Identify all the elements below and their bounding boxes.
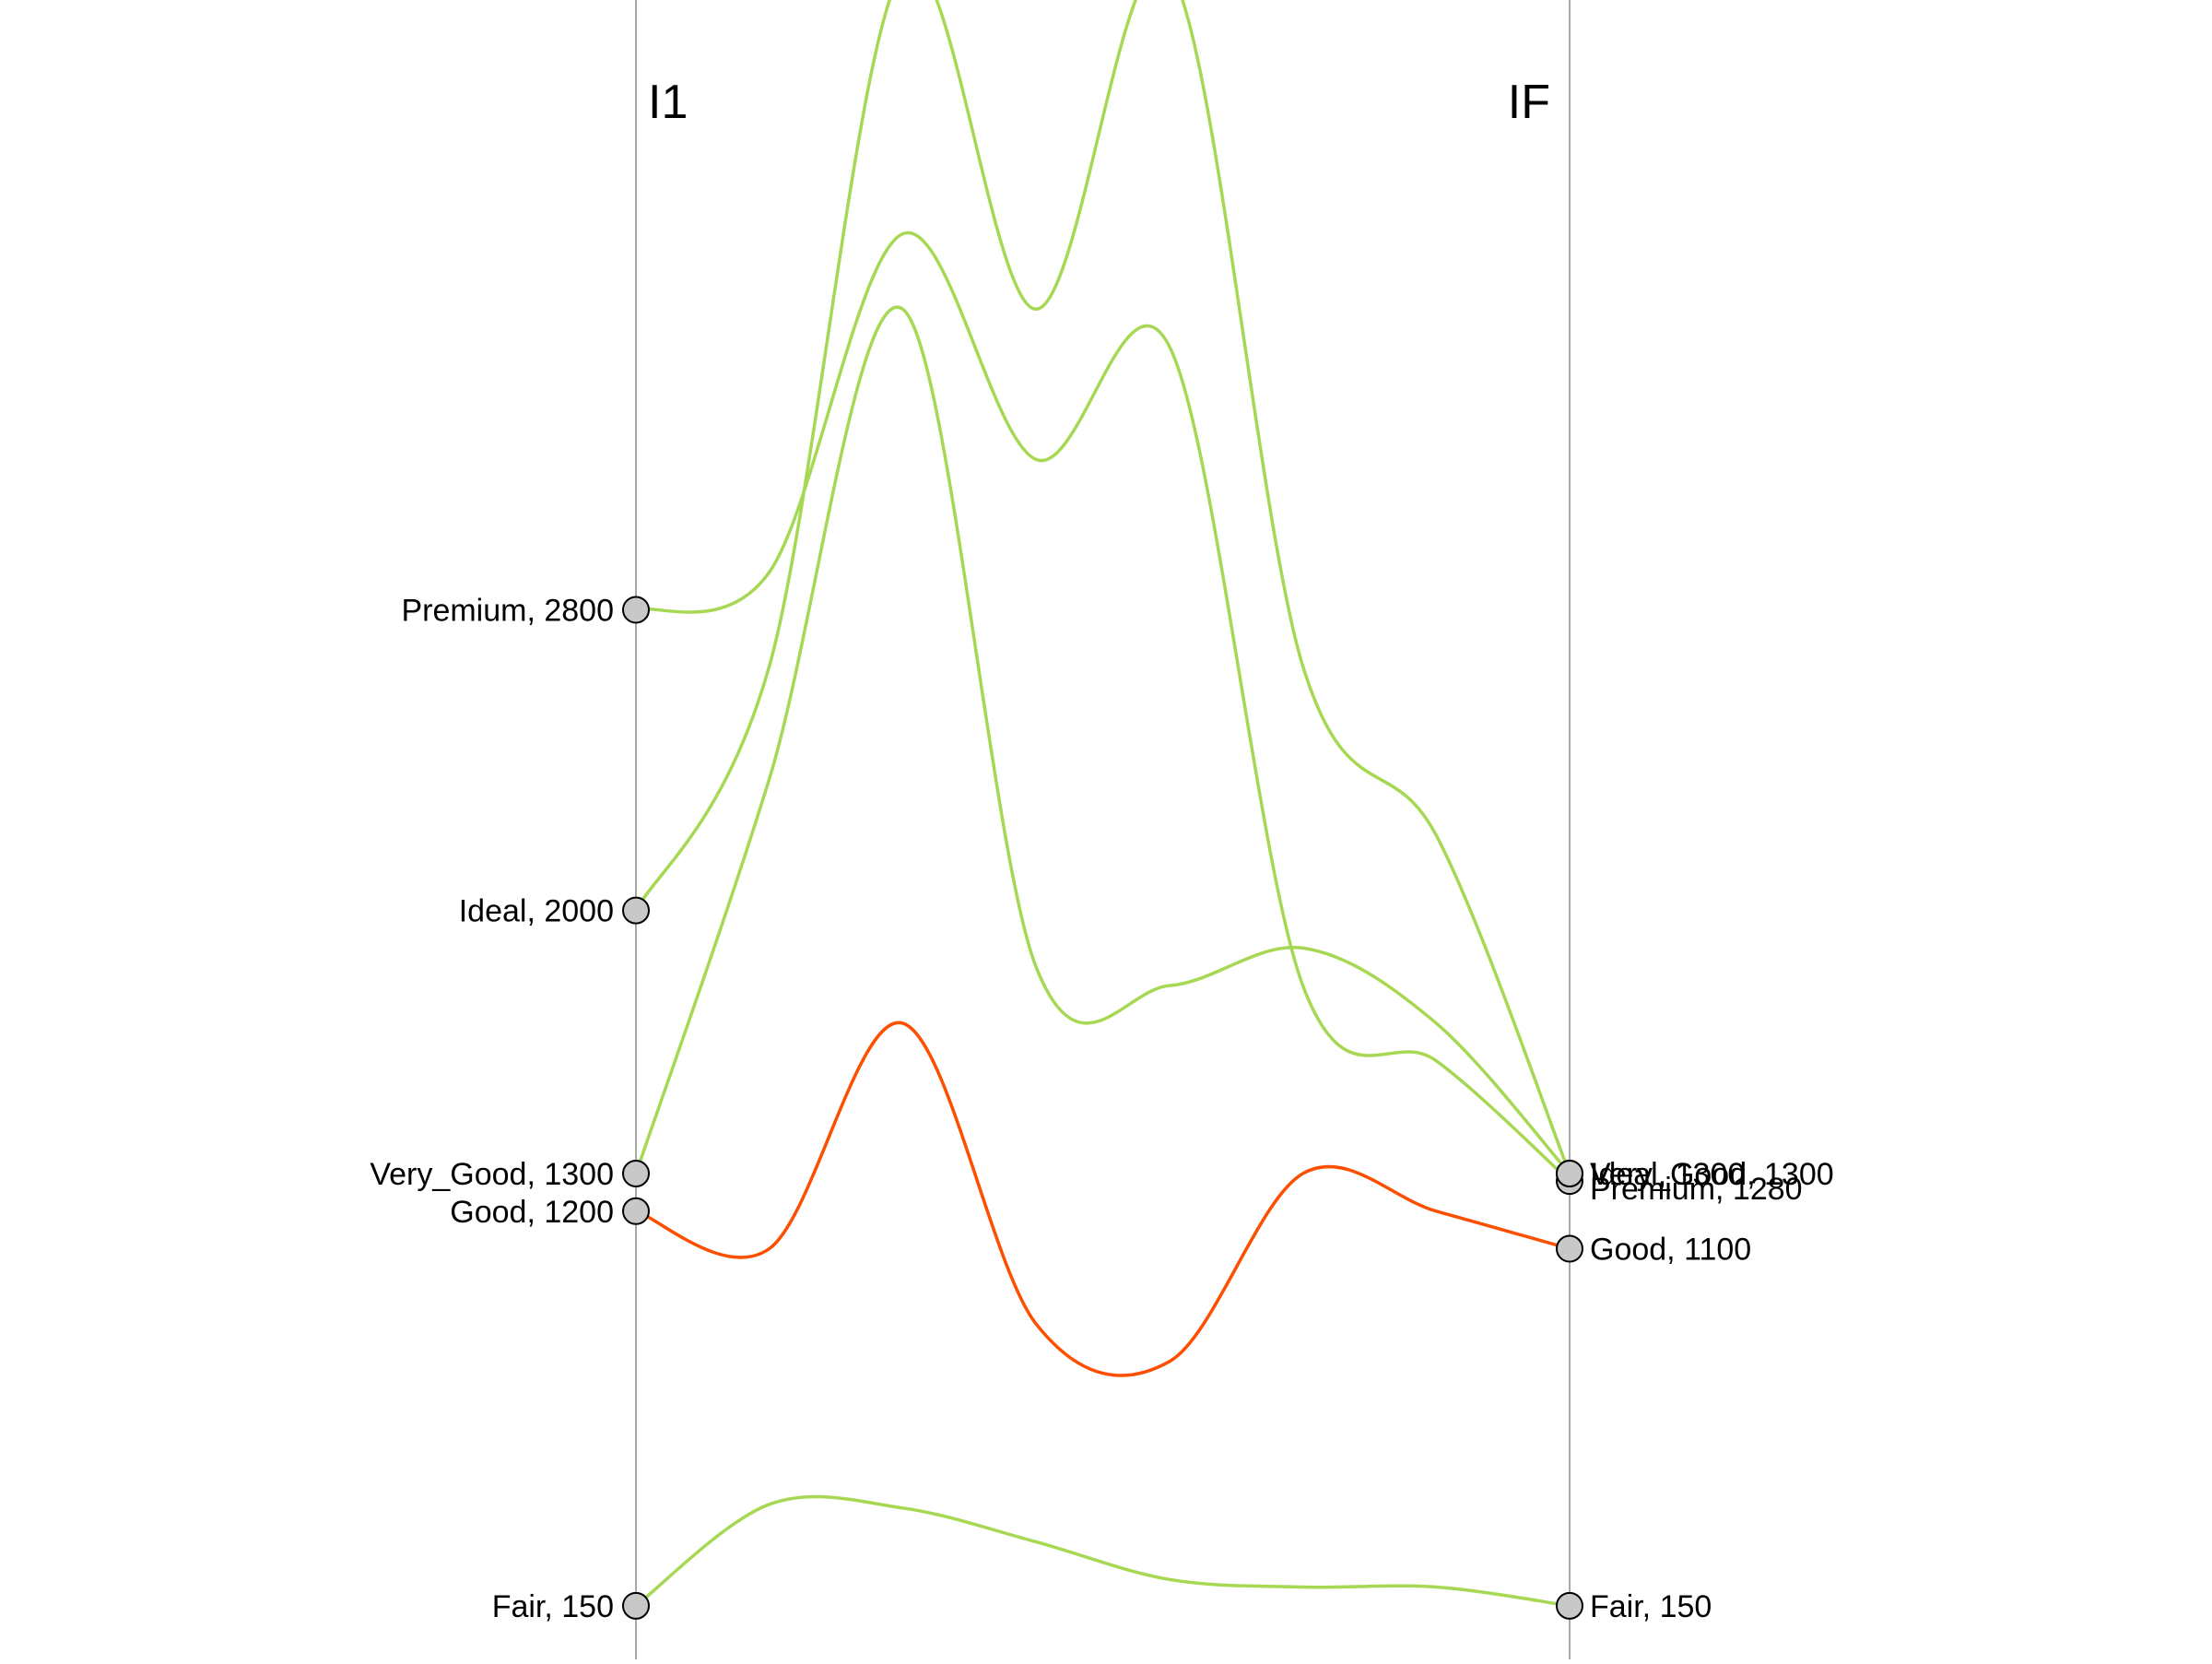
start-dot-fair — [622, 1591, 650, 1620]
start-dot-good — [622, 1197, 650, 1225]
series-line-premium — [634, 230, 1571, 1183]
series-lines — [634, 0, 1571, 1608]
end-labels: Premium, 2800 Premium, 1280 Ideal, 2000 Ide… — [370, 593, 1833, 1623]
end-dots — [622, 596, 1583, 1620]
start-label-good: Good, 1200 — [450, 1195, 614, 1230]
start-dot-ideal — [622, 896, 650, 925]
series-line-good — [634, 1021, 1571, 1377]
end-label-good: Good, 1100 — [1590, 1233, 1751, 1268]
series-line-ideal — [634, 0, 1571, 1175]
start-dot-premium — [622, 596, 650, 624]
end-dot-fair — [1556, 1591, 1583, 1620]
start-label-ideal: Ideal, 2000 — [459, 894, 614, 929]
end-dot-good — [1556, 1234, 1583, 1263]
start-dot-very-good — [622, 1159, 650, 1187]
end-label-fair: Fair, 150 — [1590, 1589, 1712, 1624]
series-line-very-good — [634, 305, 1571, 1175]
end-dot-very-good — [1556, 1159, 1583, 1187]
start-label-premium: Premium, 2800 — [401, 593, 614, 628]
series-line-fair — [634, 1494, 1571, 1608]
axis-title-end: IF — [1508, 76, 1550, 129]
start-label-very-good: Very_Good, 1300 — [370, 1157, 614, 1192]
start-label-fair: Fair, 150 — [492, 1589, 614, 1624]
end-label-ideal: Ideal, 1300 — [1590, 1157, 1745, 1192]
end-label-very-good: Very_Good, 1300 — [1590, 1157, 1834, 1192]
end-label-premium: Premium, 1280 — [1590, 1172, 1803, 1207]
axis-title-start: I1 — [648, 76, 688, 129]
